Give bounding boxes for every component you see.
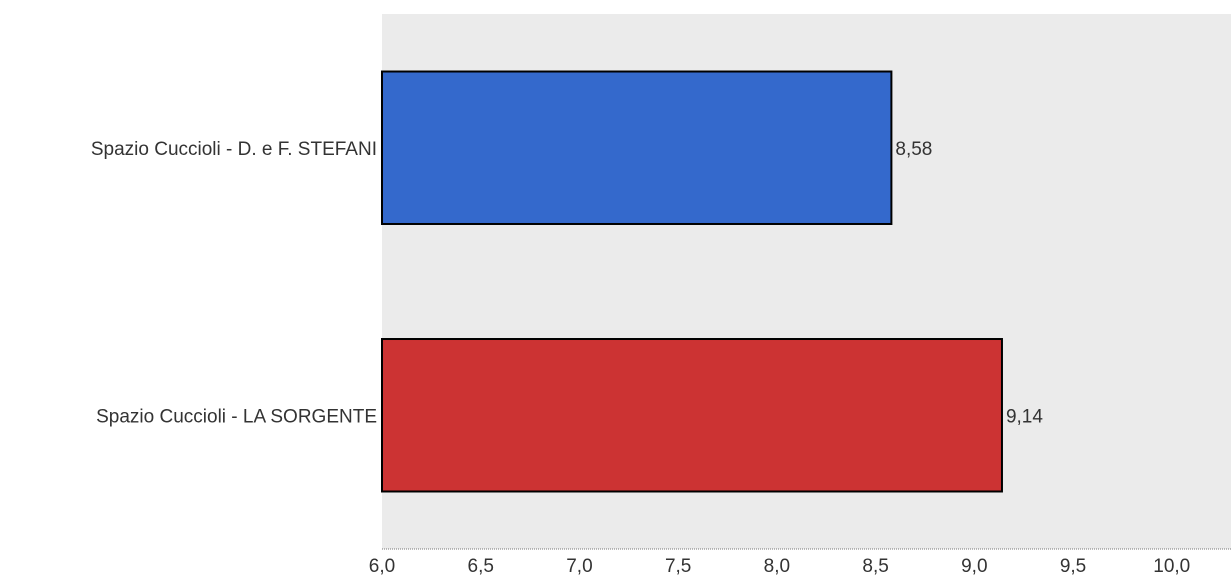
value-labels: 8,58 9,14 (895, 139, 1043, 428)
category-label-1: Spazio Cuccioli - D. e F. STEFANI (91, 139, 377, 160)
bar-2 (381, 338, 1003, 493)
bar-1 (381, 70, 893, 225)
category-labels: Spazio Cuccioli - D. e F. STEFANI Spazio … (91, 139, 377, 428)
x-tick-label-9: 10,0 (1153, 556, 1190, 576)
x-tick-label-7: 9,0 (961, 556, 987, 576)
value-label-2: 9,14 (1006, 406, 1043, 427)
value-label-1: 8,58 (895, 139, 932, 160)
x-tick-label-1: 6,0 (369, 556, 395, 576)
bars-group (381, 70, 1003, 493)
x-tick-label-2: 6,5 (468, 556, 494, 576)
x-axis-ticks: 6,0 6,5 7,0 7,5 8,0 8,5 9,0 9,5 10,0 (369, 556, 1190, 576)
x-tick-label-6: 8,5 (862, 556, 888, 576)
category-label-2: Spazio Cuccioli - LA SORGENTE (96, 406, 377, 427)
x-tick-label-3: 7,0 (566, 556, 592, 576)
x-tick-label-4: 7,5 (665, 556, 691, 576)
x-tick-label-5: 8,0 (764, 556, 790, 576)
x-tick-label-8: 9,5 (1060, 556, 1086, 576)
